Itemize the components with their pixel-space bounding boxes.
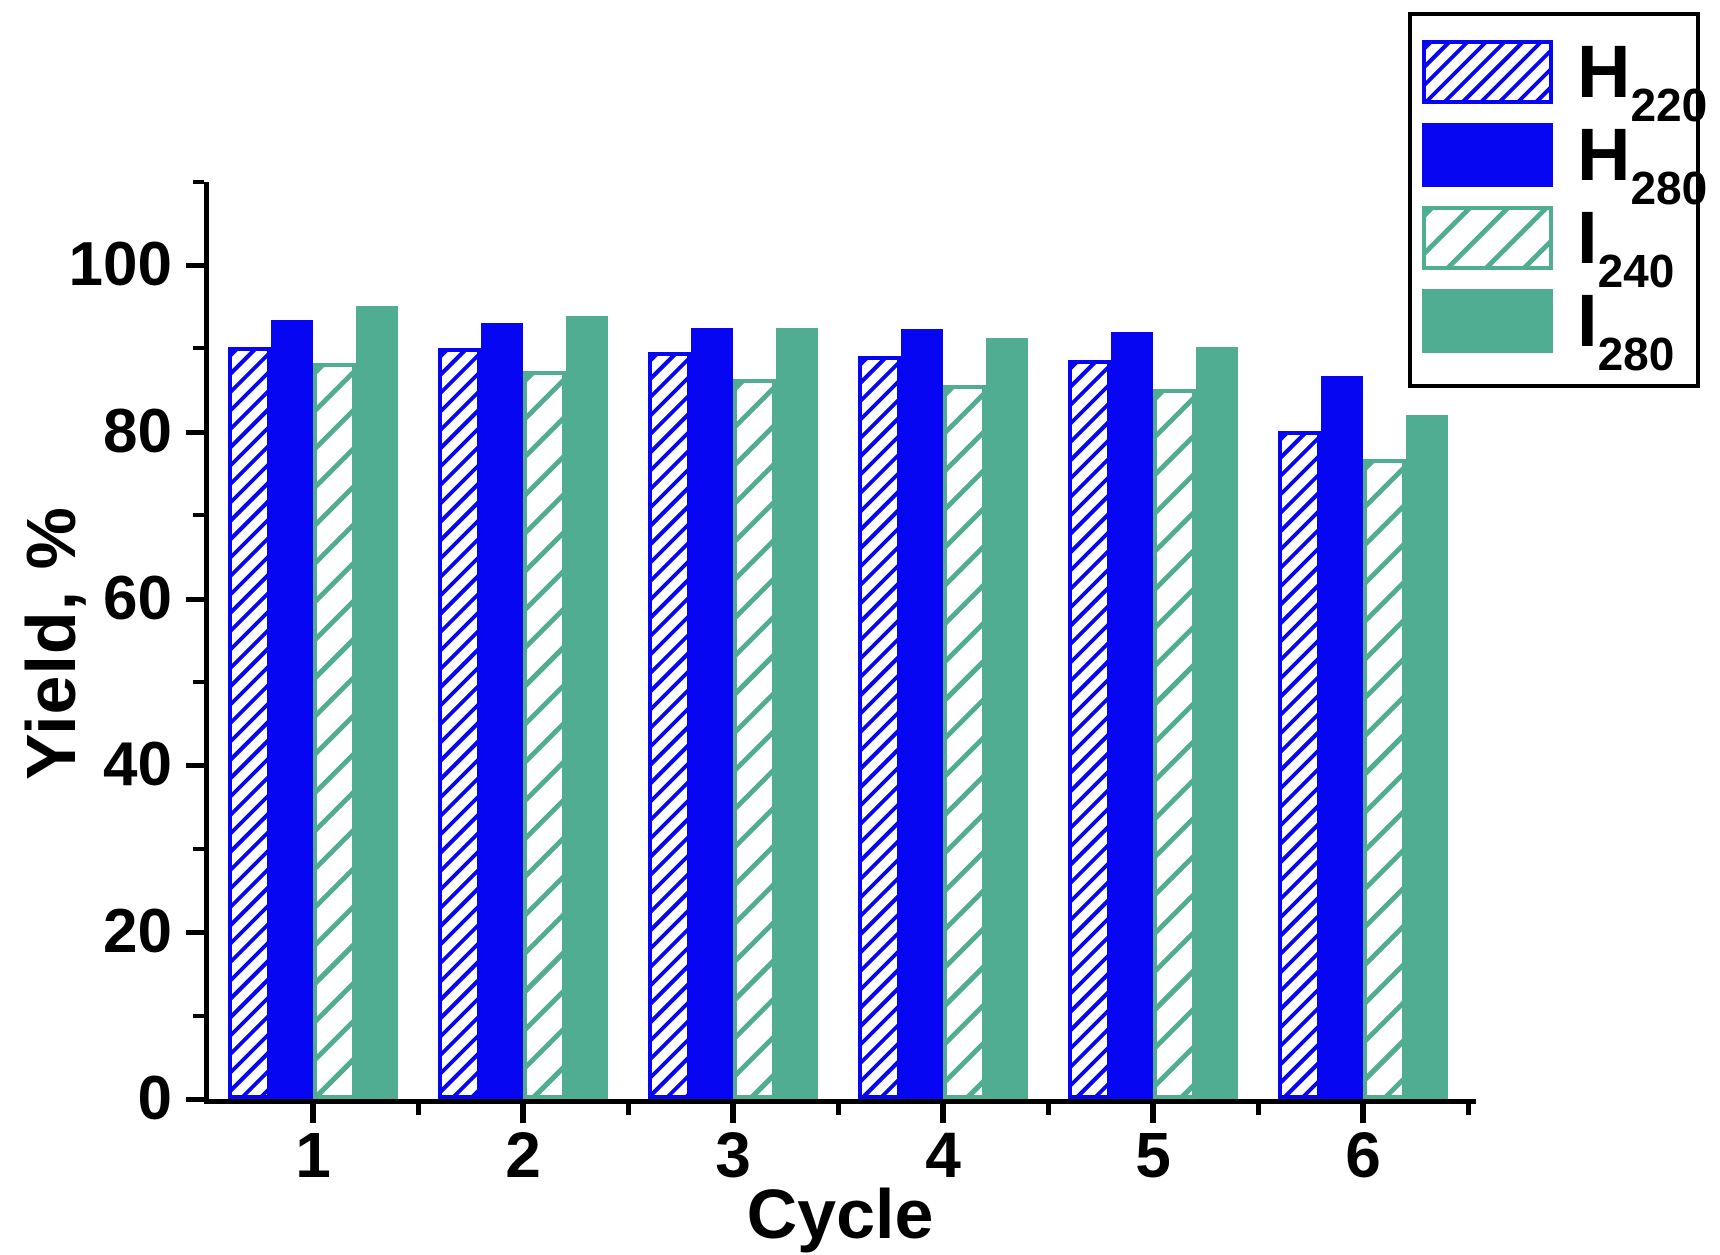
y-major-tick-0 [186,1097,204,1102]
bar-h280-cycle-2 [480,323,523,1099]
x-tick-label-1: 1 [295,1119,331,1191]
x-major-tick-1 [310,1104,316,1123]
y-minor-tick-90 [193,346,204,351]
y-minor-tick-10 [193,1013,204,1018]
x-major-tick-4 [940,1104,946,1123]
bar-h280-cycle-4 [900,329,943,1099]
bar-i280-cycle-4 [985,337,1028,1099]
bar-i280-cycle-1 [355,305,398,1099]
x-tick-label-2: 2 [505,1119,541,1191]
legend-label-subscript: 280 [1597,328,1675,380]
legend-label-h280: H280 [1577,118,1707,212]
y-minor-tick-70 [193,513,204,518]
bar-i240-cycle-1 [313,362,356,1099]
bar-i240-cycle-2 [523,370,566,1099]
y-tick-label-100: 100 [68,230,172,299]
legend-row-i280: I280 [1422,284,1674,378]
y-minor-tick-110 [193,179,204,184]
x-major-tick-2 [520,1104,526,1123]
bar-h280-cycle-5 [1110,331,1153,1099]
y-major-tick-100 [186,263,204,268]
legend-row-h220: H220 [1422,35,1707,129]
x-minor-tick-5.5 [1256,1104,1261,1115]
bar-h280-cycle-6 [1320,375,1363,1099]
x-major-tick-6 [1360,1104,1366,1123]
bar-h220-cycle-2 [438,348,481,1099]
legend-label-i280: I280 [1577,284,1674,378]
x-minor-tick-3.5 [836,1104,841,1115]
bar-i280-cycle-6 [1405,415,1448,1099]
x-tick-label-6: 6 [1345,1119,1381,1191]
x-major-tick-5 [1150,1104,1156,1123]
bar-i240-cycle-6 [1363,459,1406,1099]
x-minor-tick-2.5 [626,1104,631,1115]
x-tick-label-5: 5 [1135,1119,1171,1191]
legend-swatch-h220 [1422,40,1553,104]
y-major-tick-20 [186,930,204,936]
y-tick-label-80: 80 [103,396,172,466]
legend-label-subscript: 240 [1597,245,1675,297]
legend-swatch-h280 [1422,123,1553,187]
x-major-tick-3 [730,1104,736,1123]
legend-label-subscript: 220 [1630,79,1708,131]
bar-h220-cycle-1 [228,346,271,1099]
legend-swatch-i240 [1422,206,1553,270]
legend-swatch-i280 [1422,289,1553,353]
x-axis-line [204,1099,1476,1104]
x-axis-title: Cycle [746,1175,934,1253]
bar-i240-cycle-3 [733,379,776,1099]
x-tick-label-3: 3 [715,1119,751,1191]
y-tick-label-40: 40 [103,730,172,800]
legend-label-subscript: 280 [1630,162,1708,214]
bar-i280-cycle-3 [775,327,818,1099]
legend-label-i240: I240 [1577,201,1674,295]
bar-i280-cycle-5 [1195,346,1238,1099]
legend-label-main: H [1577,113,1631,196]
bar-h220-cycle-4 [858,355,901,1099]
bar-h220-cycle-3 [648,351,691,1099]
bar-h220-cycle-6 [1278,430,1321,1099]
legend-row-i240: I240 [1422,201,1674,295]
x-minor-tick-1.5 [416,1104,421,1115]
x-minor-tick-4.5 [1046,1104,1051,1115]
bar-h280-cycle-3 [690,327,733,1099]
legend: H220 H280 I240 I280 [1408,12,1707,388]
bar-i240-cycle-5 [1153,389,1196,1099]
y-tick-label-0: 0 [137,1064,172,1133]
legend-label-main: H [1577,30,1631,113]
legend-label-h220: H220 [1577,35,1707,129]
y-minor-tick-30 [193,846,204,851]
y-axis-line [204,182,209,1104]
legend-label-main: I [1577,279,1598,362]
bar-i240-cycle-4 [943,385,986,1099]
legend-label-main: I [1577,196,1598,279]
x-tick-label-4: 4 [925,1119,961,1191]
bar-h220-cycle-5 [1068,360,1111,1099]
y-minor-tick-50 [193,680,204,684]
y-major-tick-80 [186,429,204,435]
bar-h280-cycle-1 [270,320,313,1099]
y-tick-label-60: 60 [103,563,172,633]
legend-row-h280: H280 [1422,118,1707,212]
y-major-tick-60 [186,596,204,602]
y-tick-label-20: 20 [103,897,172,967]
y-major-tick-40 [186,763,204,769]
x-minor-tick-6.5 [1466,1104,1471,1115]
y-axis-title: Yield, % [12,506,90,780]
bar-i280-cycle-2 [565,315,608,1099]
